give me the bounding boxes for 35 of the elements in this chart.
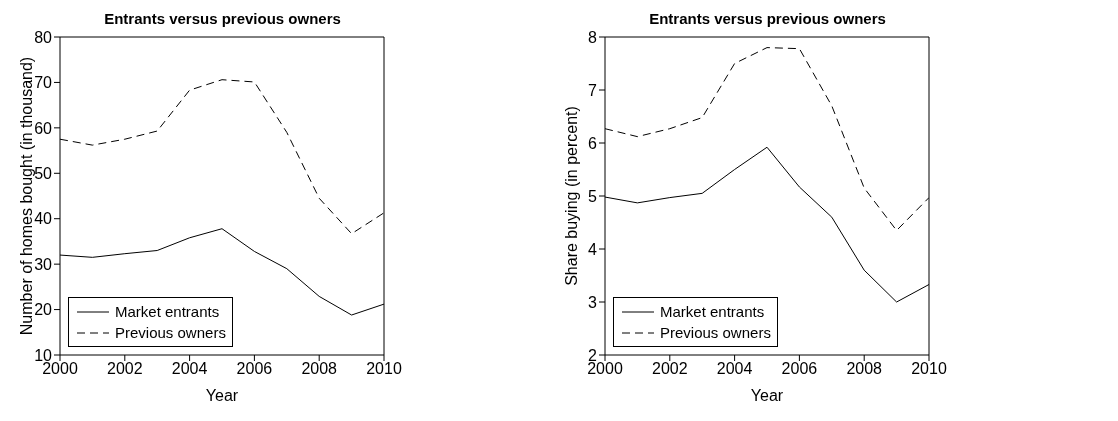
x-tick-label: 2008: [846, 360, 883, 378]
x-axis-title: Year: [750, 387, 784, 404]
y-tick-label: 70: [34, 74, 53, 92]
x-tick-label: 2000: [587, 360, 623, 378]
y-tick-label: 80: [34, 28, 53, 46]
y-axis-title: Share buying (in percent): [562, 106, 580, 286]
chart-title: Entrants versus previous owners: [648, 10, 887, 27]
x-tick-label: 2002: [107, 360, 143, 378]
y-tick-label: 3: [588, 293, 598, 311]
legend-label: Market entrants: [660, 302, 765, 322]
y-tick-label: 6: [588, 134, 598, 152]
x-tick-label: 2008: [301, 360, 338, 378]
y-tick-label: 30: [34, 255, 53, 273]
y-tick-label: 20: [34, 301, 53, 319]
y-tick-label: 4: [588, 240, 598, 258]
legend-label: Market entrants: [115, 302, 220, 322]
y-tick-label: 5: [588, 187, 598, 205]
x-tick-label: 2006: [236, 360, 273, 378]
legend-label: Previous owners: [660, 323, 771, 343]
x-tick-label: 2010: [911, 360, 947, 378]
y-tick-label: 60: [34, 119, 53, 137]
x-tick-label: 2002: [652, 360, 688, 378]
x-tick-label: 2004: [716, 360, 753, 378]
y-tick-label: 50: [34, 164, 53, 182]
x-tick-label: 2010: [366, 360, 402, 378]
y-tick-label: 7: [588, 81, 598, 99]
y-axis-title: Number of homes bought (in thousand): [17, 56, 35, 336]
legend-label: Previous owners: [115, 323, 226, 343]
y-tick-label: 40: [34, 210, 53, 228]
y-tick-label: 8: [588, 28, 598, 46]
x-axis-title: Year: [205, 387, 239, 404]
x-tick-label: 2006: [781, 360, 818, 378]
x-tick-label: 2004: [171, 360, 208, 378]
chart-title: Entrants versus previous owners: [103, 10, 342, 27]
x-tick-label: 2000: [42, 360, 78, 378]
